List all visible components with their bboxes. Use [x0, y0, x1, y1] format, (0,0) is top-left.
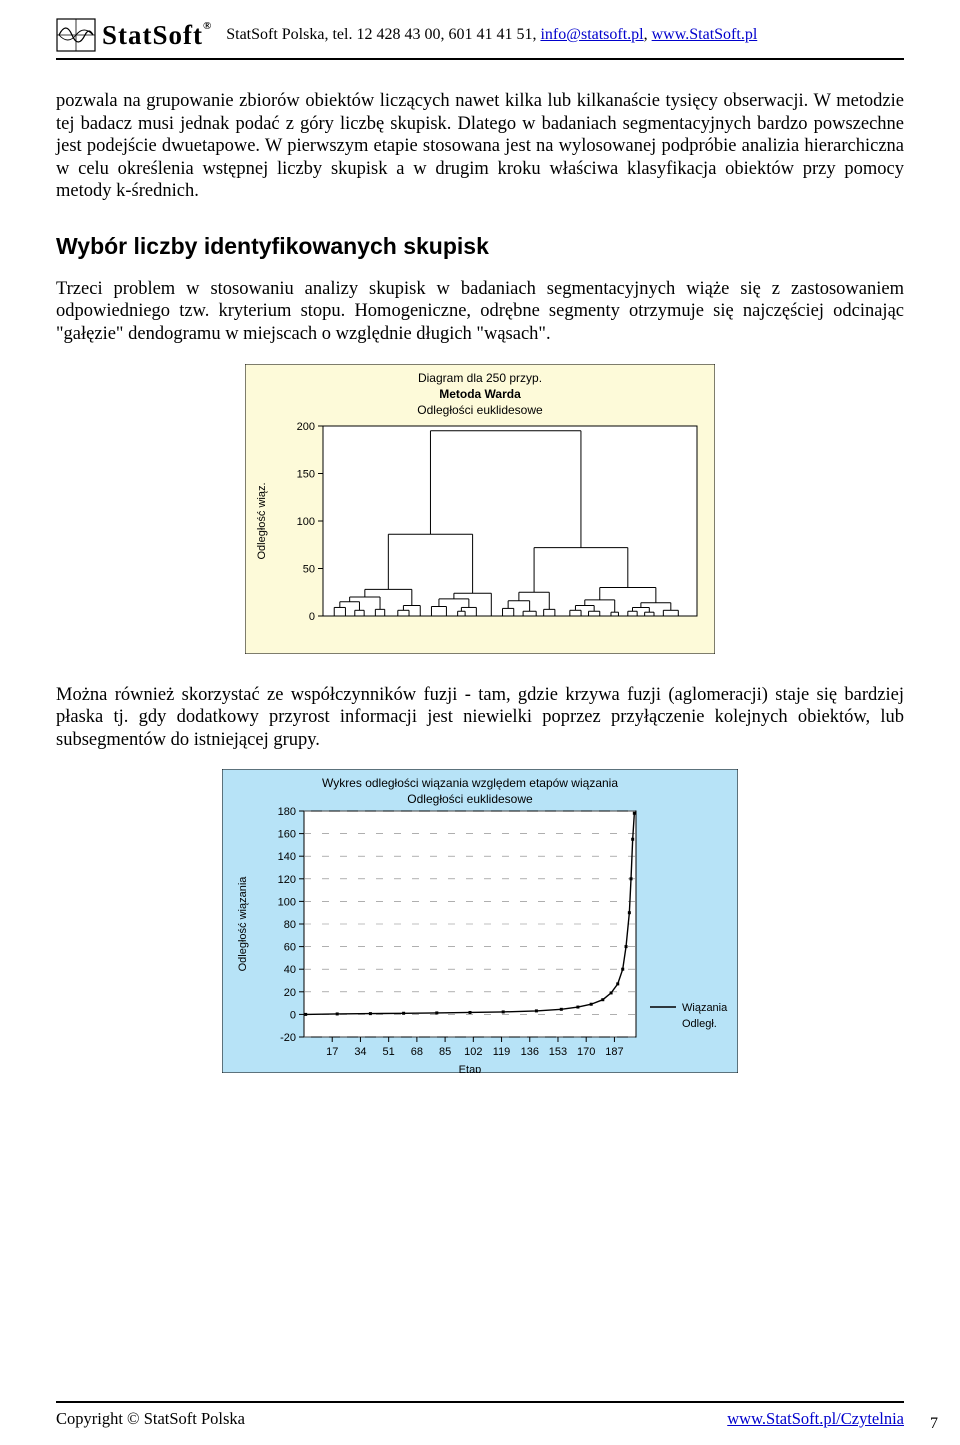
svg-text:60: 60: [284, 942, 296, 954]
svg-text:Odległości euklidesowe: Odległości euklidesowe: [417, 403, 543, 417]
svg-text:Wiązania: Wiązania: [682, 1002, 728, 1014]
svg-text:Metoda Warda: Metoda Warda: [439, 387, 521, 401]
paragraph-2: Trzeci problem w stosowaniu analizy skup…: [56, 278, 904, 346]
paragraph-3: Można również skorzystać ze współczynnik…: [56, 684, 904, 752]
footer-copyright: Copyright © StatSoft Polska: [56, 1409, 245, 1429]
page-header: StatSoft® StatSoft Polska, tel. 12 428 4…: [56, 18, 904, 60]
header-email-link[interactable]: info@statsoft.pl: [540, 26, 643, 43]
page-number: 7: [930, 1415, 938, 1433]
svg-text:Wykres odległości wiązania wzg: Wykres odległości wiązania względem etap…: [322, 776, 618, 790]
svg-text:187: 187: [605, 1046, 623, 1058]
svg-text:150: 150: [297, 468, 315, 480]
svg-text:40: 40: [284, 964, 296, 976]
svg-text:0: 0: [290, 1010, 296, 1022]
svg-text:Etap: Etap: [459, 1064, 482, 1073]
svg-text:Odległość wiąz.: Odległość wiąz.: [256, 482, 268, 559]
svg-text:50: 50: [303, 563, 315, 575]
svg-text:Odległość wiązania: Odległość wiązania: [237, 876, 249, 972]
svg-text:80: 80: [284, 919, 296, 931]
svg-text:136: 136: [521, 1046, 539, 1058]
svg-text:Diagram dla 250 przyp.: Diagram dla 250 przyp.: [418, 371, 542, 385]
svg-text:102: 102: [464, 1046, 482, 1058]
svg-text:140: 140: [278, 851, 296, 863]
scree-chart: Wykres odległości wiązania względem etap…: [222, 769, 738, 1073]
svg-text:68: 68: [411, 1046, 423, 1058]
svg-text:34: 34: [354, 1046, 366, 1058]
svg-text:119: 119: [493, 1046, 511, 1058]
section-heading: Wybór liczby identyfikowanych skupisk: [56, 233, 904, 260]
svg-text:170: 170: [577, 1046, 595, 1058]
footer-link[interactable]: www.StatSoft.pl/Czytelnia: [727, 1409, 904, 1429]
svg-text:0: 0: [309, 611, 315, 623]
header-site-link[interactable]: www.StatSoft.pl: [652, 26, 758, 43]
page-footer: Copyright © StatSoft Polska www.StatSoft…: [56, 1401, 904, 1429]
svg-text:17: 17: [326, 1046, 338, 1058]
brand-name: StatSoft®: [102, 20, 212, 51]
svg-text:51: 51: [383, 1046, 395, 1058]
paragraph-1: pozwala na grupowanie zbiorów obiektów l…: [56, 90, 904, 203]
header-contact: StatSoft Polska, tel. 12 428 43 00, 601 …: [226, 26, 757, 44]
svg-text:153: 153: [549, 1046, 567, 1058]
svg-text:200: 200: [297, 421, 315, 433]
svg-text:Odległ.: Odległ.: [682, 1018, 717, 1030]
dendrogram-chart: Diagram dla 250 przyp. Metoda Warda Odległ…: [245, 364, 715, 654]
statsoft-logo-icon: [56, 18, 96, 52]
svg-text:100: 100: [278, 897, 296, 909]
svg-text:100: 100: [297, 516, 315, 528]
svg-text:-20: -20: [280, 1032, 296, 1044]
svg-text:180: 180: [278, 806, 296, 818]
svg-text:Odległości euklidesowe: Odległości euklidesowe: [407, 792, 533, 806]
svg-text:160: 160: [278, 829, 296, 841]
svg-text:120: 120: [278, 874, 296, 886]
brand-logo: StatSoft®: [56, 18, 212, 52]
svg-text:85: 85: [439, 1046, 451, 1058]
svg-text:20: 20: [284, 987, 296, 999]
